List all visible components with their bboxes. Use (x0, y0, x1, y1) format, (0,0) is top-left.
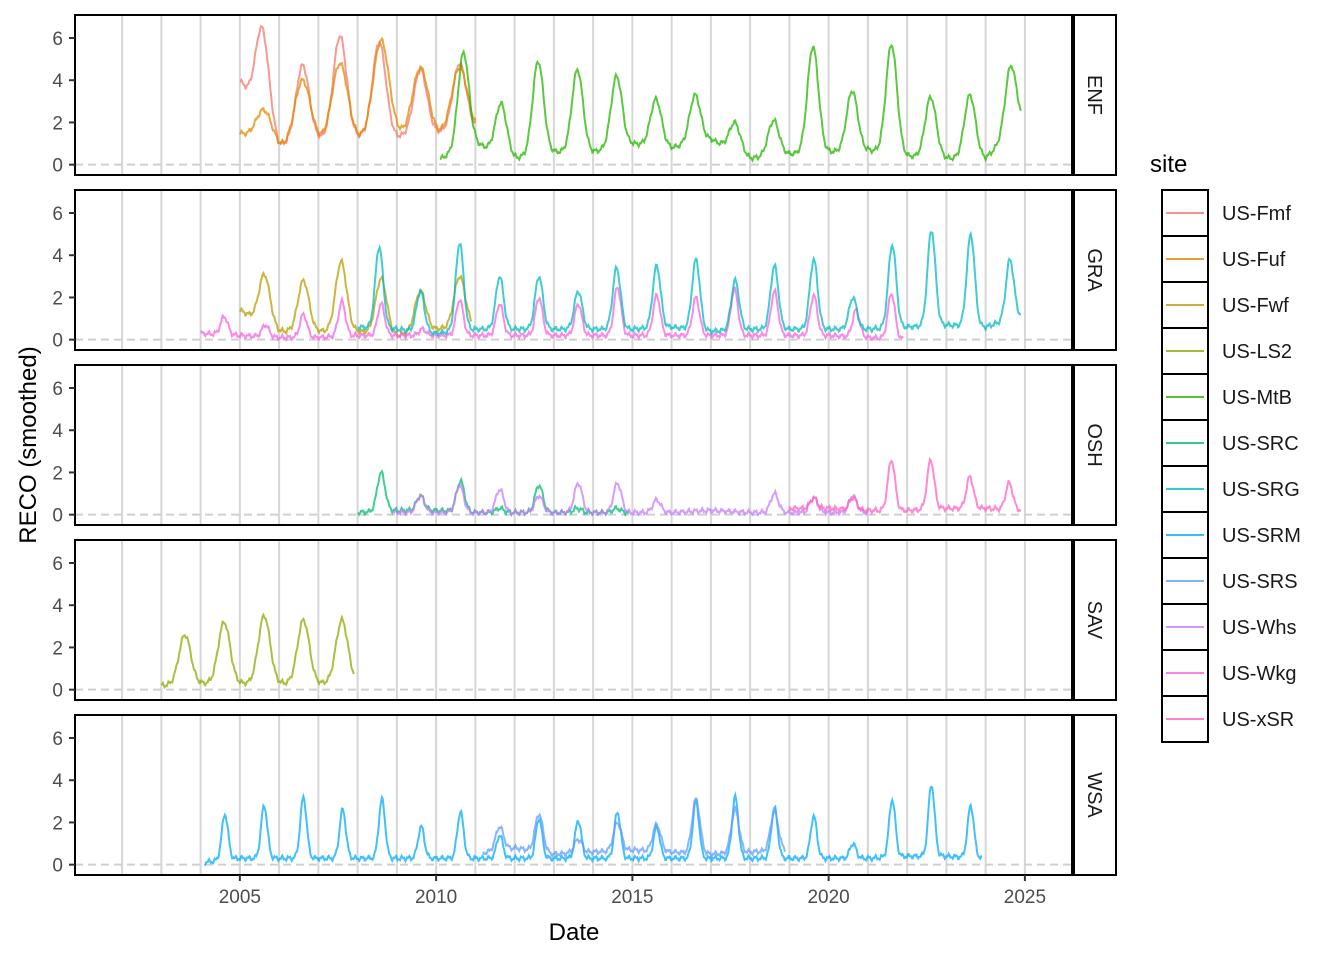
panel-frame (74, 714, 1073, 876)
legend: site US-Fmf US-Fuf US-Fwf US-LS2 US-MtB US-SR… (1150, 151, 1301, 743)
y-tick-label: 2 (52, 113, 63, 134)
facet-strip (1073, 189, 1117, 351)
series-line-us-srg (357, 230, 1022, 337)
x-tick-label: 2010 (415, 887, 457, 908)
y-tick-label: 0 (52, 856, 63, 877)
panel-frame (74, 539, 1073, 701)
legend-label: US-Whs (1222, 617, 1296, 639)
series-line-us-src (357, 469, 630, 517)
panel-frame (74, 364, 1073, 526)
series-line-us-mtb (439, 43, 1022, 163)
y-tick-label: 6 (52, 729, 63, 750)
facet-label: SAV (1083, 601, 1105, 640)
panel-gra: GRA 0 2 4 6 (52, 189, 1117, 352)
facet-label: OSH (1083, 423, 1105, 466)
y-tick-label: 4 (52, 596, 63, 617)
series-line-us-fuf (239, 36, 477, 146)
legend-label: US-SRS (1222, 571, 1298, 593)
legend-label: US-LS2 (1222, 341, 1292, 363)
x-axis-title: Date (549, 919, 600, 946)
series-line-us-ls2 (160, 612, 355, 690)
series-line-us-whs (392, 481, 869, 517)
facet-label: WSA (1083, 772, 1105, 818)
facet-label: GRA (1083, 248, 1105, 292)
y-tick-label: 4 (52, 246, 63, 267)
y-tick-label: 4 (52, 771, 63, 792)
legend-label: US-MtB (1222, 387, 1292, 409)
y-tick-label: 0 (52, 156, 63, 177)
y-tick-label: 2 (52, 288, 63, 309)
y-tick-label: 6 (52, 204, 63, 225)
facet-strip (1073, 364, 1117, 526)
legend-label: US-SRM (1222, 525, 1301, 547)
series-line-us-wkg (199, 285, 904, 342)
legend-label: US-Fwf (1222, 295, 1289, 317)
y-tick-label: 4 (52, 421, 63, 442)
legend-label: US-Wkg (1222, 663, 1296, 685)
panel-enf: ENF 0 2 4 6 (52, 14, 1117, 177)
legend-label: US-SRC (1222, 433, 1299, 455)
panels-layer: ENF 0 2 4 6 GRA 0 2 4 6 OSH 0 2 4 6 SAV 0 2 4 6 WSA 0 2 4 6 (52, 14, 1117, 877)
facet-label: ENF (1083, 75, 1105, 115)
legend-label: US-Fmf (1222, 203, 1291, 225)
x-tick-label: 2020 (807, 887, 849, 908)
facet-strip (1073, 14, 1117, 176)
x-tick-label: 2015 (611, 887, 653, 908)
x-tick-label: 2005 (219, 887, 261, 908)
y-tick-label: 6 (52, 379, 63, 400)
y-tick-label: 0 (52, 681, 63, 702)
y-tick-label: 4 (52, 71, 63, 92)
y-axis-title: RECO (smoothed) (15, 346, 42, 543)
legend-label: US-SRG (1222, 479, 1300, 501)
legend-label: US-Fuf (1222, 249, 1286, 271)
series-line-us-srs (482, 796, 787, 859)
panel-sav: SAV 0 2 4 6 (52, 539, 1117, 702)
y-tick-label: 6 (52, 29, 63, 50)
series-line-us-fwf (239, 257, 473, 339)
y-tick-label: 0 (52, 506, 63, 527)
panel-osh: OSH 0 2 4 6 (52, 364, 1117, 527)
x-tick-label: 2025 (1004, 887, 1046, 908)
axes-layer: 2005 2010 2015 2020 2025 (219, 875, 1046, 908)
facet-strip (1073, 714, 1117, 876)
legend-title: site (1150, 151, 1187, 178)
y-tick-label: 6 (52, 554, 63, 575)
series-line-us-srm (203, 785, 983, 867)
panel-frame (74, 14, 1073, 176)
y-tick-label: 2 (52, 813, 63, 834)
panel-frame (74, 189, 1073, 351)
panel-wsa: WSA 0 2 4 6 (52, 714, 1117, 877)
legend-label: US-xSR (1222, 709, 1294, 731)
facet-strip (1073, 539, 1117, 701)
series-line-us-xsr (788, 456, 1022, 516)
y-tick-label: 2 (52, 463, 63, 484)
y-tick-label: 2 (52, 638, 63, 659)
y-tick-label: 0 (52, 331, 63, 352)
